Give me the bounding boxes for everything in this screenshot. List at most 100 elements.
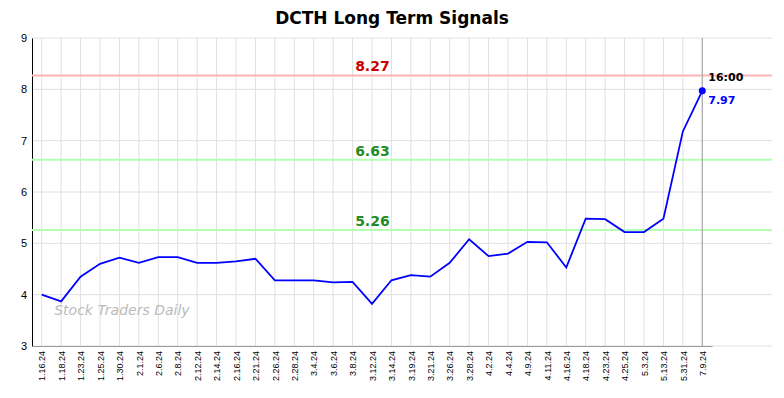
x-tick-label: 4.25.24: [620, 351, 630, 381]
x-tick-label: 4.16.24: [562, 351, 572, 381]
grid-line-x: [391, 38, 392, 346]
x-axis-line: [33, 346, 713, 347]
x-tick-label: 2.8.24: [173, 351, 183, 376]
grid-line-y: [32, 89, 772, 90]
grid-line-x: [663, 38, 664, 346]
x-tick: 1.18.24: [57, 346, 67, 381]
grid-line-x: [682, 38, 683, 346]
grid-line-x: [313, 38, 314, 346]
x-tick-label: 4.11.24: [543, 351, 553, 380]
reference-label: 6.63: [355, 143, 390, 159]
x-tick-label: 2.28.24: [290, 351, 300, 381]
x-tick-label: 3.8.24: [348, 351, 358, 376]
y-tick: 4: [21, 289, 32, 301]
grid-line-x: [333, 38, 334, 346]
x-tick: 2.14.24: [212, 346, 222, 381]
grid-line-x: [255, 38, 256, 346]
y-axis-line: [32, 39, 33, 347]
x-tick: 2.16.24: [232, 346, 242, 381]
grid-line-x: [41, 38, 42, 346]
grid-line-x: [372, 38, 373, 346]
last-price: 7.97: [708, 94, 735, 107]
x-axis: 1.16.24 1.18.24 1.23.24 1.25.24 1.30.24 2.1.2…: [33, 346, 713, 381]
x-tick: 3.6.24: [329, 346, 339, 376]
x-tick-label: 2.1.24: [135, 351, 145, 376]
grid-line-x: [488, 38, 489, 346]
last-point-line: [702, 38, 703, 346]
x-tick-label: 3.4.24: [309, 351, 319, 376]
x-tick-label: 3.28.24: [465, 351, 475, 381]
annotations: 8.276.635.2616:007.97: [355, 58, 744, 229]
grid-line-x: [138, 38, 139, 346]
x-tick-label: 1.25.24: [96, 351, 106, 381]
x-tick: 2.1.24: [135, 346, 145, 376]
grid-line-x: [119, 38, 120, 346]
grid-line-x: [410, 38, 411, 346]
x-tick: 3.4.24: [309, 346, 319, 376]
x-tick: 3.12.24: [368, 346, 378, 381]
y-tick-label: 5: [21, 237, 27, 249]
grid-line-x: [508, 38, 509, 346]
grid-line-x: [177, 38, 178, 346]
x-tick: 2.8.24: [173, 346, 183, 376]
grid-line-x: [624, 38, 625, 346]
grid-line-x: [294, 38, 295, 346]
plot: Stock Traders Daily34567891.16.241.18.24…: [21, 32, 772, 381]
x-tick: 2.21.24: [251, 346, 261, 381]
x-tick: 4.23.24: [601, 346, 611, 381]
y-tick-label: 6: [21, 186, 27, 198]
grid-line-x: [236, 38, 237, 346]
title: DCTH Long Term Signals: [275, 8, 509, 28]
x-tick: 1.25.24: [96, 346, 106, 381]
grid-line-x: [352, 38, 353, 346]
x-tick-label: 3.19.24: [407, 351, 417, 381]
x-tick-label: 4.23.24: [601, 351, 611, 381]
x-tick: 1.23.24: [76, 346, 86, 381]
grid-line-x: [158, 38, 159, 346]
x-tick: 2.28.24: [290, 346, 300, 381]
y-tick: 3: [21, 340, 32, 352]
grid-line-x: [469, 38, 470, 346]
x-tick-label: 5.31.24: [679, 351, 689, 381]
x-tick-label: 3.14.24: [387, 351, 397, 381]
x-tick-label: 1.18.24: [57, 351, 67, 381]
x-tick: 4.16.24: [562, 346, 572, 381]
grid-line-x: [449, 38, 450, 346]
x-tick: 3.8.24: [348, 346, 358, 376]
grid-line-x: [274, 38, 275, 346]
y-tick: 6: [21, 186, 32, 198]
x-tick-label: 1.16.24: [37, 351, 47, 381]
reference-line: [32, 159, 772, 161]
x-tick: 2.6.24: [154, 346, 164, 376]
x-tick: 1.16.24: [37, 346, 47, 381]
reference-line: [32, 74, 772, 76]
y-axis: 3456789: [21, 32, 33, 352]
grid-line-x: [702, 38, 703, 346]
y-tick-label: 8: [21, 83, 27, 95]
reference-line: [32, 229, 772, 231]
x-tick-label: 1.30.24: [115, 351, 125, 381]
marks: [32, 38, 772, 346]
x-tick-label: 5.3.24: [640, 351, 650, 376]
x-tick: 4.9.24: [523, 346, 533, 376]
reference-label: 5.26: [355, 213, 390, 229]
x-tick: 4.11.24: [543, 346, 553, 380]
x-tick-label: 5.13.24: [659, 351, 669, 381]
x-tick-label: 3.21.24: [426, 351, 436, 381]
x-tick-label: 4.2.24: [484, 351, 494, 376]
grid-line-y: [32, 38, 772, 39]
x-tick: 2.26.24: [271, 346, 281, 381]
x-tick-label: 1.23.24: [76, 351, 86, 381]
x-tick: 5.3.24: [640, 346, 650, 376]
last-point-dot: [699, 87, 706, 94]
x-tick-label: 4.9.24: [523, 351, 533, 376]
grid-line-x: [605, 38, 606, 346]
grid-line-x: [644, 38, 645, 346]
x-tick-label: 2.6.24: [154, 351, 164, 376]
x-tick: 3.19.24: [407, 346, 417, 381]
chart: DCTH Long Term SignalsStock Traders Dail…: [0, 0, 784, 398]
x-tick-label: 3.6.24: [329, 351, 339, 376]
x-tick: 4.18.24: [581, 346, 591, 381]
x-tick: 2.12.24: [193, 346, 203, 381]
x-tick: 1.30.24: [115, 346, 125, 381]
